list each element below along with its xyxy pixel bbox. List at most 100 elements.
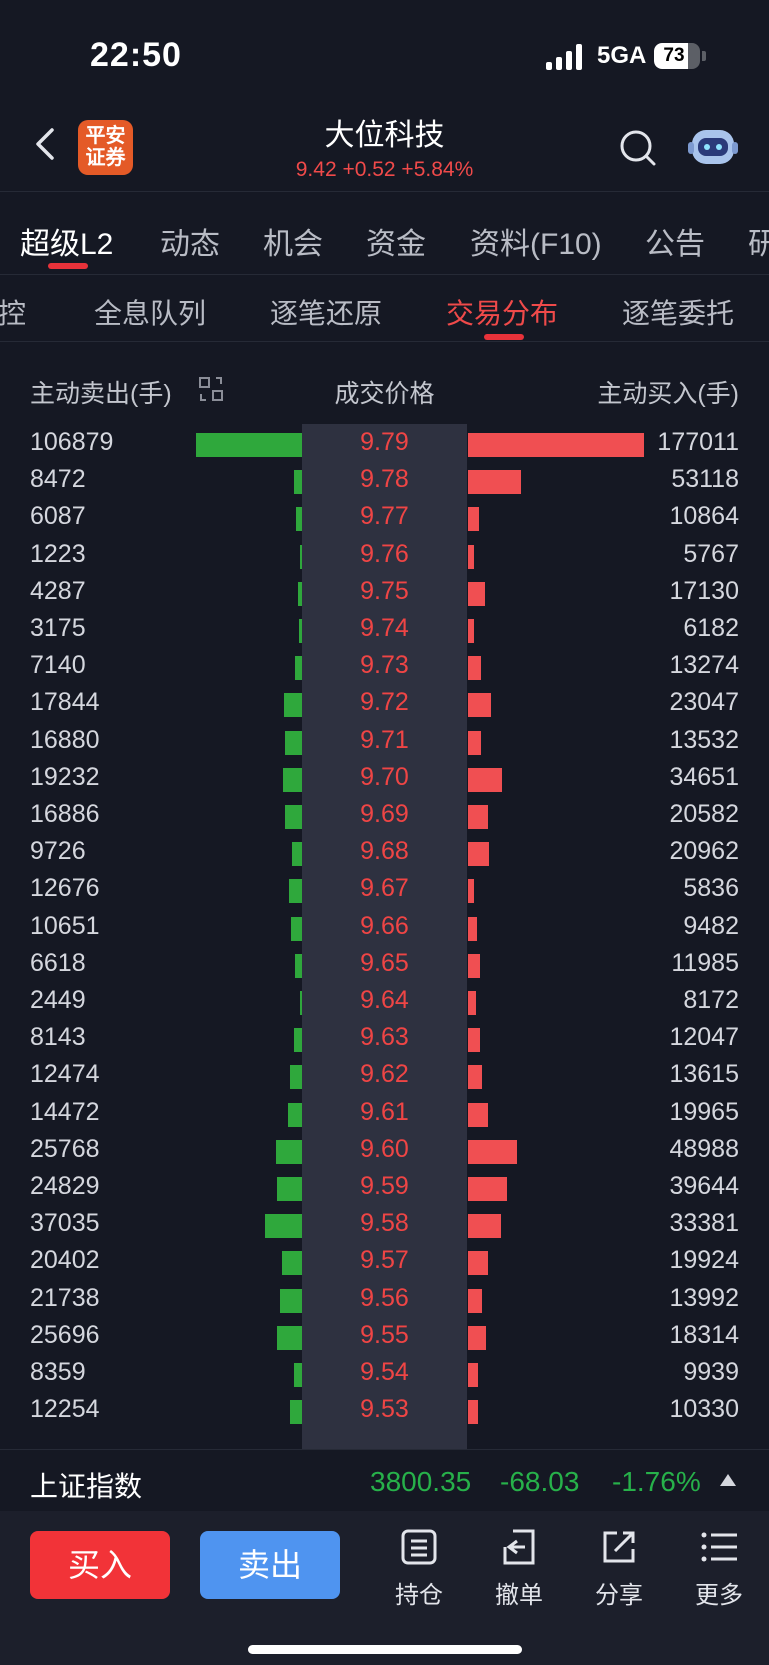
tab-research[interactable]: 研 <box>748 219 769 263</box>
distribution-row: 25696 9.55 18314 <box>0 1317 769 1354</box>
sell-volume-bar <box>280 1288 302 1313</box>
buy-volume: 13615 <box>669 1060 739 1089</box>
buy-volume: 5767 <box>683 539 739 568</box>
buy-volume: 48988 <box>669 1134 739 1163</box>
buy-volume: 13274 <box>669 651 739 680</box>
sell-volume-bar <box>298 619 302 643</box>
tab-dynamic[interactable]: 动态 <box>160 228 220 261</box>
buy-volume-bar <box>468 767 503 792</box>
buy-volume: 13532 <box>669 725 739 754</box>
tab-tick-orders[interactable]: 逐笔委托 <box>622 298 735 329</box>
tab-super-l2[interactable]: 超级L2 <box>20 228 114 261</box>
sell-volume-bar <box>285 805 302 829</box>
distribution-row: 25768 9.60 48988 <box>0 1131 769 1168</box>
sell-volume: 25768 <box>30 1134 100 1163</box>
share-button[interactable]: 分享 <box>584 1527 654 1610</box>
distribution-row: 12254 9.53 10330 <box>0 1391 769 1428</box>
tab-tick-restore[interactable]: 逐笔还原 <box>270 298 383 329</box>
distribution-row: 10651 9.66 9482 <box>0 908 769 945</box>
cancel-order-icon <box>503 1529 535 1565</box>
sell-volume: 19232 <box>30 762 100 791</box>
sell-volume: 8472 <box>30 465 86 494</box>
sell-volume-bar <box>282 767 302 792</box>
tab-opportunity[interactable]: 机会 <box>263 228 323 261</box>
distribution-row: 2449 9.64 8172 <box>0 982 769 1019</box>
swap-icon[interactable] <box>196 374 226 404</box>
buy-volume: 9939 <box>683 1358 739 1386</box>
sell-volume-bar <box>294 656 302 681</box>
position-label: 持仓 <box>395 1582 443 1609</box>
buy-volume-bar <box>468 1251 488 1276</box>
trade-price: 9.72 <box>360 688 409 717</box>
sell-volume: 3175 <box>30 614 86 642</box>
distribution-row: 14472 9.61 19965 <box>0 1094 769 1131</box>
buy-volume: 17130 <box>669 576 739 605</box>
buy-volume-bar <box>468 805 489 829</box>
secondary-tabs: 监控 全息队列 逐笔还原 交易分布 逐笔委托 <box>0 276 769 342</box>
trade-price: 9.65 <box>360 948 409 977</box>
robot-assistant-icon[interactable] <box>688 124 738 168</box>
trade-price: 9.61 <box>360 1097 409 1126</box>
more-button[interactable]: 更多 <box>684 1527 754 1610</box>
distribution-row: 12676 9.67 5836 <box>0 870 769 907</box>
sell-volume: 12474 <box>30 1060 100 1089</box>
sell-volume: 6087 <box>30 502 86 531</box>
trade-price: 9.68 <box>360 837 409 866</box>
distribution-row: 4287 9.75 17130 <box>0 573 769 610</box>
index-bar[interactable]: 上证指数 3800.35 -68.03 -1.76% <box>0 1449 769 1511</box>
cancel-order-button[interactable]: 撤单 <box>484 1527 554 1610</box>
trade-price: 9.54 <box>360 1358 409 1386</box>
distribution-row: 8472 9.78 53118 <box>0 461 769 498</box>
tab-trade-distribution[interactable]: 交易分布 <box>446 298 559 329</box>
logo-line1: 平安 <box>85 125 126 147</box>
trade-price: 9.77 <box>360 502 409 531</box>
status-bar: 22:50 5GA 73 <box>0 0 769 110</box>
broker-logo[interactable]: 平安 证券 <box>78 120 133 175</box>
distribution-row: 6618 9.65 11985 <box>0 945 769 982</box>
buy-volume: 8172 <box>683 986 739 1014</box>
distribution-row: 8359 9.54 9939 <box>0 1354 769 1391</box>
buy-button[interactable]: 买入 <box>30 1531 170 1599</box>
sell-button[interactable]: 卖出 <box>200 1531 340 1599</box>
tab-funds[interactable]: 资金 <box>366 228 426 261</box>
sell-volume-bar <box>293 470 302 495</box>
sell-volume-bar <box>276 1139 302 1164</box>
buy-volume-bar <box>468 1102 488 1127</box>
buy-volume: 13992 <box>669 1283 739 1312</box>
trade-price: 9.60 <box>360 1134 409 1163</box>
trade-price: 9.58 <box>360 1209 409 1238</box>
buy-volume-bar <box>468 953 480 978</box>
sell-volume-bar <box>289 1065 302 1090</box>
trade-distribution-table: 106879 9.79 177011 8472 9.78 53118 6087 9.77 108… <box>0 424 769 1449</box>
logo-line2: 证券 <box>85 147 126 169</box>
position-button[interactable]: 持仓 <box>384 1527 454 1610</box>
sell-volume: 8359 <box>30 1358 86 1386</box>
buy-volume-bar <box>468 730 482 755</box>
trade-price: 9.71 <box>360 725 409 754</box>
tab-f10[interactable]: 资料(F10) <box>470 228 602 261</box>
buy-column-header: 主动买入(手) <box>597 380 739 408</box>
distribution-row: 16886 9.69 20582 <box>0 796 769 833</box>
distribution-row: 21738 9.56 13992 <box>0 1280 769 1317</box>
sell-volume: 37035 <box>30 1209 100 1238</box>
tab-announcement[interactable]: 公告 <box>645 228 705 261</box>
sell-volume-bar <box>300 544 302 569</box>
back-icon[interactable] <box>26 124 66 164</box>
tab-monitor[interactable]: 监控 <box>0 298 27 329</box>
status-time: 22:50 <box>90 36 182 74</box>
more-label: 更多 <box>695 1582 743 1609</box>
buy-volume-bar <box>468 1325 487 1350</box>
sell-column-header: 主动卖出(手) <box>30 380 172 408</box>
distribution-row: 106879 9.79 177011 <box>0 424 769 461</box>
buy-volume: 177011 <box>657 428 739 456</box>
distribution-row: 6087 9.77 10864 <box>0 498 769 535</box>
tab-full-queue[interactable]: 全息队列 <box>94 298 207 329</box>
buy-volume-bar <box>468 916 478 941</box>
trade-price: 9.63 <box>360 1023 409 1052</box>
search-icon[interactable] <box>616 126 660 170</box>
buy-volume-bar <box>468 619 475 643</box>
trade-price: 9.62 <box>360 1060 409 1089</box>
expand-up-icon[interactable] <box>720 1474 736 1486</box>
sell-volume-bar <box>281 1251 302 1276</box>
sell-volume-bar <box>277 1177 302 1201</box>
